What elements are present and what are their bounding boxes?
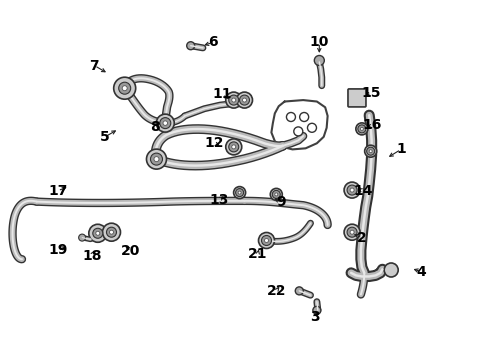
Circle shape <box>89 224 106 242</box>
Circle shape <box>93 228 102 238</box>
Circle shape <box>368 150 371 153</box>
Text: 14: 14 <box>352 184 372 198</box>
Circle shape <box>231 145 235 149</box>
Circle shape <box>346 227 356 237</box>
Circle shape <box>242 98 246 102</box>
Text: 5: 5 <box>100 130 110 144</box>
Text: 19: 19 <box>48 243 67 257</box>
Circle shape <box>160 118 170 129</box>
Circle shape <box>307 123 316 132</box>
Circle shape <box>233 186 245 199</box>
Circle shape <box>102 223 120 241</box>
Text: 15: 15 <box>361 86 381 100</box>
Circle shape <box>225 139 241 155</box>
Circle shape <box>349 230 353 234</box>
Circle shape <box>344 224 359 240</box>
FancyBboxPatch shape <box>347 89 365 107</box>
Circle shape <box>150 153 162 165</box>
Circle shape <box>355 123 367 135</box>
Circle shape <box>122 86 127 91</box>
Circle shape <box>106 227 116 237</box>
Text: 9: 9 <box>276 195 285 209</box>
Circle shape <box>163 121 167 125</box>
Circle shape <box>156 114 174 132</box>
Circle shape <box>261 235 271 246</box>
Circle shape <box>295 287 303 295</box>
Circle shape <box>231 98 235 102</box>
Circle shape <box>360 127 363 130</box>
Text: 22: 22 <box>266 284 285 298</box>
Text: 10: 10 <box>309 36 328 49</box>
Circle shape <box>299 112 308 122</box>
Circle shape <box>238 191 241 194</box>
Circle shape <box>312 306 320 314</box>
Circle shape <box>366 147 374 155</box>
Text: 6: 6 <box>207 36 217 49</box>
Circle shape <box>235 189 243 197</box>
Text: 4: 4 <box>416 265 426 279</box>
Text: 8: 8 <box>149 120 159 134</box>
Circle shape <box>225 92 241 108</box>
Circle shape <box>286 112 295 122</box>
Circle shape <box>186 42 194 50</box>
Circle shape <box>274 193 277 196</box>
Circle shape <box>119 82 130 94</box>
Text: 11: 11 <box>212 87 232 101</box>
Circle shape <box>344 182 359 198</box>
Circle shape <box>272 190 280 198</box>
Text: 20: 20 <box>121 244 141 258</box>
Circle shape <box>264 238 268 243</box>
Circle shape <box>96 231 100 235</box>
Text: 7: 7 <box>89 59 99 72</box>
Text: 18: 18 <box>82 249 102 262</box>
Text: 1: 1 <box>395 143 405 156</box>
Circle shape <box>258 233 274 248</box>
Text: 12: 12 <box>204 136 224 150</box>
Circle shape <box>79 234 85 241</box>
Circle shape <box>293 127 302 136</box>
Text: 21: 21 <box>247 247 267 261</box>
Circle shape <box>314 55 324 66</box>
Circle shape <box>146 149 166 169</box>
Circle shape <box>239 95 249 105</box>
Circle shape <box>228 95 238 105</box>
Circle shape <box>357 125 365 133</box>
Text: 2: 2 <box>356 231 366 244</box>
Circle shape <box>114 77 135 99</box>
Circle shape <box>228 142 238 152</box>
Circle shape <box>154 157 159 162</box>
Circle shape <box>349 188 353 192</box>
Text: 16: 16 <box>362 118 382 132</box>
Circle shape <box>236 92 252 108</box>
Circle shape <box>270 188 282 201</box>
Text: 17: 17 <box>48 184 67 198</box>
Circle shape <box>384 263 397 277</box>
Circle shape <box>364 145 376 157</box>
Text: 3: 3 <box>310 310 320 324</box>
Circle shape <box>109 230 113 234</box>
Text: 13: 13 <box>209 193 228 207</box>
Circle shape <box>346 185 356 195</box>
